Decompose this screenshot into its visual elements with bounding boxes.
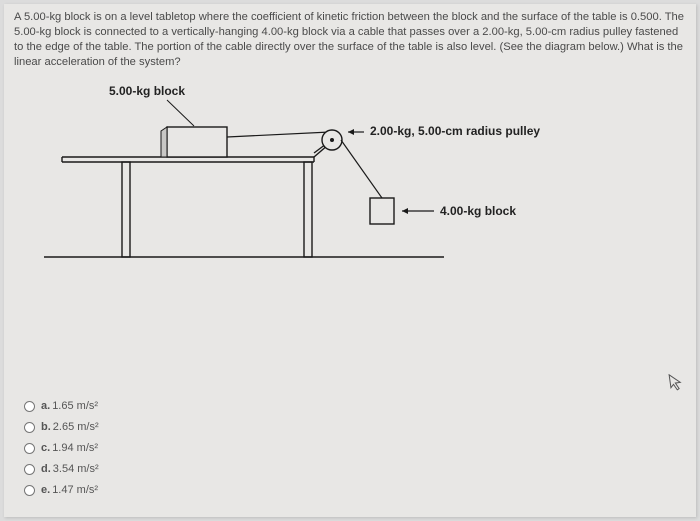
option-letter: b. xyxy=(41,421,51,433)
option-letter: d. xyxy=(41,463,51,475)
answer-option[interactable]: e.1.47 m/s² xyxy=(24,484,324,496)
answer-radio[interactable] xyxy=(24,443,35,454)
block-label: 5.00-kg block xyxy=(109,84,185,98)
answer-radio[interactable] xyxy=(24,464,35,475)
answer-option[interactable]: d.3.54 m/s² xyxy=(24,463,324,475)
answer-radio[interactable] xyxy=(24,401,35,412)
diagram-svg xyxy=(4,82,700,282)
answer-options: a.1.65 m/s²b.2.65 m/s²c.1.94 m/s²d.3.54 … xyxy=(24,391,324,505)
option-value: 3.54 m/s² xyxy=(53,463,99,475)
answer-option[interactable]: b.2.65 m/s² xyxy=(24,421,324,433)
option-letter: c. xyxy=(41,442,50,454)
answer-radio[interactable] xyxy=(24,485,35,496)
option-value: 1.94 m/s² xyxy=(52,442,98,454)
option-value: 1.65 m/s² xyxy=(52,400,98,412)
option-value: 2.65 m/s² xyxy=(53,421,99,433)
option-letter: e. xyxy=(41,484,50,496)
option-value: 1.47 m/s² xyxy=(52,484,98,496)
question-text: A 5.00-kg block is on a level tabletop w… xyxy=(4,4,696,74)
answer-option[interactable]: a.1.65 m/s² xyxy=(24,400,324,412)
physics-diagram: 5.00-kg block 2.00-kg, 5.00-cm radius pu… xyxy=(4,82,696,282)
answer-option[interactable]: c.1.94 m/s² xyxy=(24,442,324,454)
pulley-label: 2.00-kg, 5.00-cm radius pulley xyxy=(370,124,540,138)
hanging-block-label: 4.00-kg block xyxy=(440,204,516,218)
answer-radio[interactable] xyxy=(24,422,35,433)
option-letter: a. xyxy=(41,400,50,412)
